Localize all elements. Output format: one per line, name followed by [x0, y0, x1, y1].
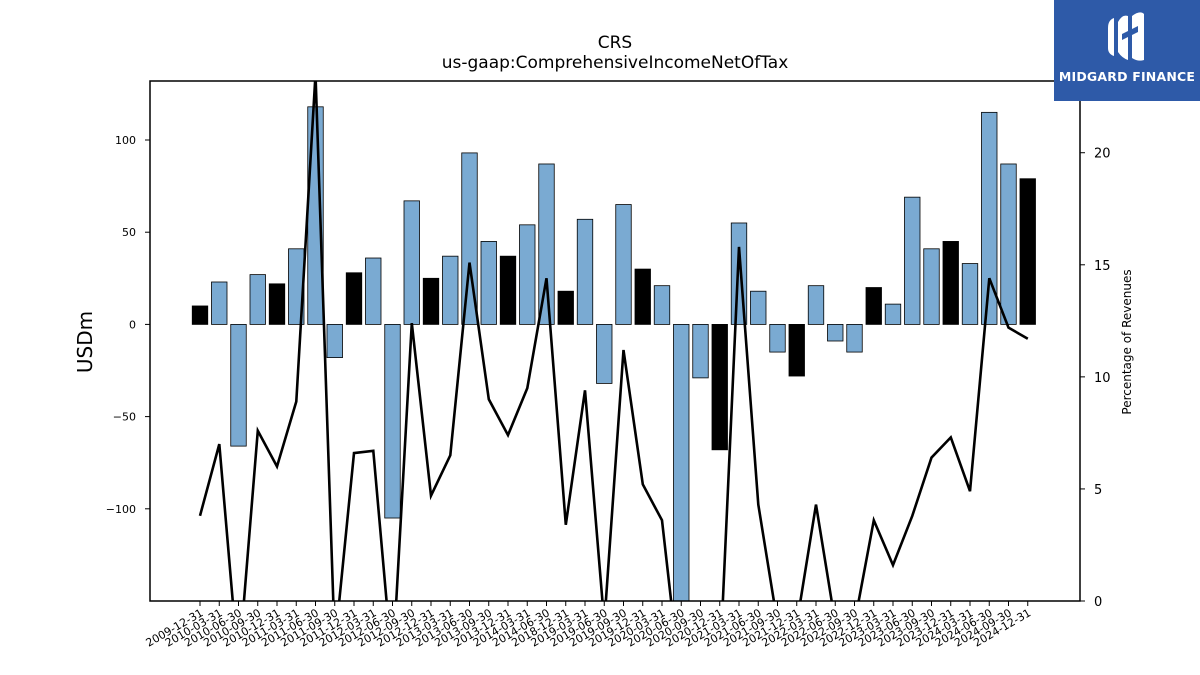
brand-name: MIDGARD FINANCE: [1058, 69, 1196, 84]
y2-axis-label: Percentage of Revenues: [1120, 269, 1134, 414]
bar-2012-03-31: [365, 257, 382, 325]
chart-title: CRS: [598, 33, 632, 53]
y2-tick-label: 5: [1094, 483, 1102, 498]
bar-2012-06-30: [384, 324, 401, 519]
bar-2009-12-31: [191, 305, 209, 325]
bar-2024-03-31: [961, 263, 979, 325]
bar-2020-03-31: [653, 285, 671, 325]
y2-tick-label: 20: [1094, 147, 1111, 162]
y2-tick-label: 15: [1094, 259, 1111, 274]
bar-2010-09-30: [249, 274, 266, 325]
bar-2023-09-30: [923, 248, 940, 325]
bar-2021-12-31: [788, 324, 805, 377]
bar-2024-06-30: [981, 111, 998, 325]
bar-2010-03-31: [211, 281, 228, 325]
brand-logo: MIDGARD FINANCE: [1054, 0, 1200, 101]
y-tick-label: 0: [129, 318, 136, 331]
plot-frame: [149, 80, 1081, 602]
bar-2023-03-31: [884, 303, 902, 325]
bar-2019-12-31: [634, 268, 651, 325]
bar-2013-09-30: [480, 241, 497, 325]
bar-2012-09-30: [403, 200, 420, 325]
bar-2012-12-31: [422, 277, 440, 325]
y-tick-label: −50: [113, 411, 136, 424]
bar-2021-09-30: [769, 324, 786, 353]
bar-2020-09-30: [692, 324, 709, 379]
bar-2018-12-31: [557, 290, 574, 325]
y-axis-label: USDm: [73, 311, 97, 373]
bar-2013-12-31: [499, 255, 517, 325]
bar-2014-03-31: [519, 224, 536, 325]
y-tick-label: −100: [106, 503, 136, 516]
bar-2022-12-31: [865, 287, 882, 325]
axes: −100−50050100051015202009-12-312010-03-3…: [106, 80, 1111, 650]
bar-2019-03-31: [576, 218, 594, 325]
bar-2022-06-30: [827, 324, 844, 342]
midgard-logo-icon: [1108, 12, 1144, 61]
y2-tick-label: 0: [1094, 595, 1102, 610]
bar-2024-12-31: [1019, 178, 1036, 325]
bar-2023-12-31: [942, 241, 959, 325]
bar-2019-09-30: [615, 204, 632, 325]
bar-2010-06-30: [230, 324, 247, 447]
bar-2011-12-31: [345, 272, 363, 325]
y-tick-label: 50: [122, 226, 136, 239]
bar-2021-06-30: [750, 290, 767, 325]
bar-2022-03-31: [807, 285, 825, 325]
bar-2020-06-30: [673, 324, 690, 602]
bar-2023-06-30: [904, 196, 921, 325]
chart-subtitle: us-gaap:ComprehensiveIncomeNetOfTax: [442, 53, 789, 73]
bar-2014-06-30: [538, 163, 555, 325]
bar-2010-12-31: [268, 283, 286, 325]
bar-2024-09-30: [1000, 163, 1017, 325]
bar-2011-09-30: [326, 324, 343, 358]
y-tick-label: 100: [115, 134, 136, 147]
y2-tick-label: 10: [1094, 371, 1111, 386]
bar-2019-06-30: [596, 324, 613, 384]
bar-2020-12-31: [711, 324, 728, 451]
percentage-line: [198, 81, 1029, 601]
bar-2022-09-30: [846, 324, 863, 353]
bar-2013-03-31: [442, 255, 459, 325]
